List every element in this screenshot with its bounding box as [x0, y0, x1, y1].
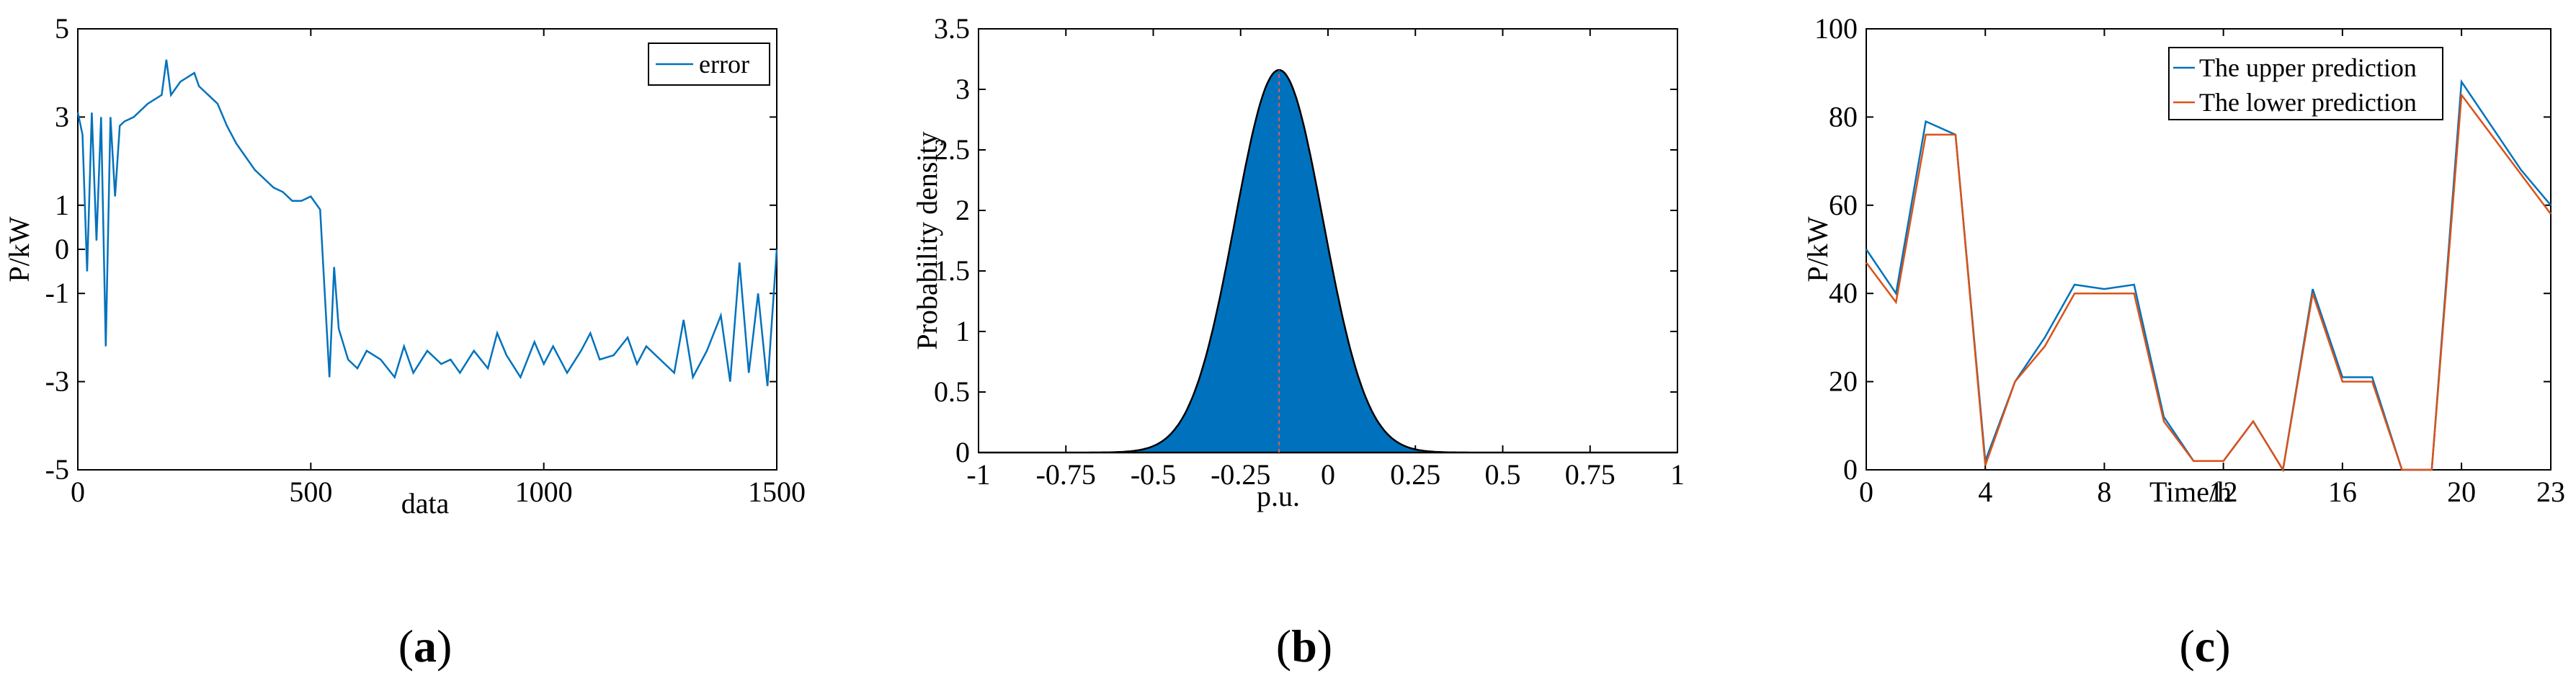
legend-label-lower: The lower prediction — [2199, 88, 2417, 117]
x-tick-label: 0.25 — [1390, 458, 1440, 491]
x-tick-label: 500 — [289, 476, 332, 508]
y-tick-label: 0 — [55, 233, 69, 265]
y-tick-label: 0 — [1843, 453, 1858, 486]
y-tick-label: 5 — [55, 12, 69, 45]
legend-c: The upper prediction The lower predictio… — [2168, 47, 2443, 120]
y-tick-label: -5 — [45, 453, 69, 486]
x-tick-label: 23 — [2536, 476, 2565, 508]
chart-a: 0 500 1000 1500 5 3 1 0 -1 -3 -5 P/kW data error (… — [3, 12, 806, 672]
ylabel-c: P/kW — [1801, 216, 1834, 282]
tick-layer-a: 0 500 1000 1500 5 3 1 0 -1 -3 -5 — [45, 12, 806, 508]
series-line-lower-prediction — [1866, 92, 2552, 473]
y-tick-label: -3 — [45, 365, 69, 398]
y-tick-label: 80 — [1829, 100, 1858, 133]
y-tick-label: 0 — [955, 436, 970, 468]
tick-layer-c: 0 4 8 12 16 20 23 0 20 40 60 80 100 — [1814, 12, 2565, 508]
tick-layer-b: -1 -0.75 -0.5 -0.25 0 0.25 0.5 0.75 1 0 0.5 1 1.5 2 2.… — [934, 12, 1685, 491]
x-tick-label: 8 — [2097, 476, 2111, 508]
x-tick-label: 0 — [71, 476, 85, 508]
xlabel-a: data — [401, 487, 450, 520]
y-tick-label: 40 — [1829, 277, 1858, 309]
chart-c: 0 4 8 12 16 20 23 0 20 40 60 80 100 P/kW Time/h The … — [1801, 12, 2565, 672]
x-tick-label: 0 — [1859, 476, 1873, 508]
x-tick-label: 12 — [2209, 476, 2238, 508]
density-area — [979, 68, 1677, 454]
x-tick-label: -1 — [966, 458, 990, 491]
legend-label-upper: The upper prediction — [2199, 53, 2417, 82]
y-tick-label: -1 — [45, 277, 69, 309]
x-tick-label: 1 — [1670, 458, 1685, 491]
x-tick-label: 16 — [2328, 476, 2357, 508]
y-tick-label: 3 — [55, 100, 69, 133]
series-line-error — [76, 59, 778, 386]
panel-label-a: (a) — [398, 620, 453, 672]
y-tick-label: 20 — [1829, 365, 1858, 398]
y-tick-label: 1 — [955, 315, 970, 347]
xlabel-b: p.u. — [1257, 480, 1300, 512]
y-tick-label: 2.5 — [934, 133, 970, 166]
xlabel-c: Time/h — [2149, 476, 2232, 508]
y-tick-label: 1 — [55, 189, 69, 221]
ylabel-b: Probability density — [911, 131, 943, 349]
x-tick-label: 1000 — [515, 476, 573, 508]
panel-label-c: (c) — [2179, 620, 2230, 672]
y-tick-label: 1.5 — [934, 254, 970, 287]
x-tick-label: 0.75 — [1565, 458, 1615, 491]
x-tick-label: 0 — [1321, 458, 1335, 491]
legend-a: error — [648, 43, 770, 86]
y-tick-label: 3.5 — [934, 12, 970, 45]
legend-box-c — [2168, 47, 2443, 120]
x-tick-label: 20 — [2447, 476, 2476, 508]
x-tick-label: 0.5 — [1485, 458, 1521, 491]
y-tick-label: 2 — [955, 194, 970, 226]
x-tick-label: 1500 — [748, 476, 806, 508]
x-tick-label: 4 — [1978, 476, 1992, 508]
chart-b: -1 -0.75 -0.5 -0.25 0 0.25 0.5 0.75 1 0 0.5 1 1.5 2 2.… — [911, 12, 1685, 672]
ylabel-a: P/kW — [3, 216, 35, 282]
x-tick-label: -0.25 — [1211, 458, 1270, 491]
y-tick-label: 60 — [1829, 189, 1858, 221]
x-tick-label: -0.75 — [1036, 458, 1096, 491]
y-tick-label: 3 — [955, 73, 970, 105]
y-tick-label: 100 — [1814, 12, 1858, 45]
plot-frame-a — [77, 28, 777, 471]
x-tick-label: -0.5 — [1131, 458, 1176, 491]
panel-label-b: (b) — [1276, 620, 1332, 672]
y-tick-label: 0.5 — [934, 375, 970, 408]
legend-label-error: error — [699, 50, 749, 79]
